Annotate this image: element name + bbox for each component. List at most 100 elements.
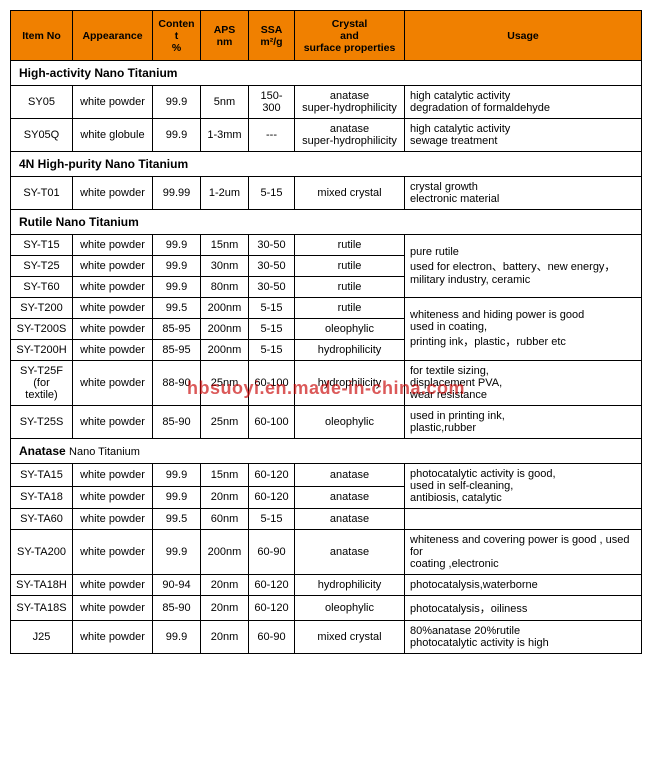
cell-aps: 15nm [201,235,249,256]
table-row: SY-TA18Swhite powder85-9020nm60-120oleop… [11,596,642,621]
cell-ssa: 5-15 [249,319,295,340]
cell-ssa: 60-120 [249,596,295,621]
cell-aps: 200nm [201,319,249,340]
cell-app: white powder [73,340,153,361]
cell-usage: used in printing ink,plastic,rubber [405,406,642,439]
header-content: Content% [153,11,201,61]
cell-aps: 20nm [201,596,249,621]
cell-cont: 85-90 [153,406,201,439]
cell-crys: rutile [295,235,405,256]
cell-cont: 99.9 [153,235,201,256]
cell-item: SY-T25 [11,256,73,277]
cell-crys: anatase [295,530,405,575]
table-row: SY-T25Swhite powder85-9025nm60-100oleoph… [11,406,642,439]
cell-cont: 85-95 [153,340,201,361]
cell-aps: 200nm [201,340,249,361]
cell-cont: 99.9 [153,621,201,654]
cell-ssa: 150-300 [249,86,295,119]
table-row: SY-TA15white powder99.915nm60-120anatase… [11,464,642,487]
table-row: SY-TA200white powder99.9200nm60-90anatas… [11,530,642,575]
cell-usage: high catalytic activitydegradation of fo… [405,86,642,119]
cell-usage: photocatalysis,waterborne [405,575,642,596]
cell-ssa: 60-120 [249,575,295,596]
cell-ssa: 60-90 [249,530,295,575]
cell-crys: anatasesuper-hydrophilicity [295,86,405,119]
cell-app: white powder [73,406,153,439]
cell-ssa: 60-120 [249,464,295,487]
section-header: Anatase Nano Titanium [11,439,642,464]
table-row: SY-T01white powder99.991-2um5-15mixed cr… [11,177,642,210]
cell-cont: 88-90 [153,361,201,406]
cell-ssa: 60-120 [249,486,295,509]
cell-item: SY05 [11,86,73,119]
table-row: SY-T200white powder99.5200nm5-15rutilewh… [11,298,642,319]
header-ssa: SSAm²/g [249,11,295,61]
cell-item: J25 [11,621,73,654]
cell-item: SY-TA200 [11,530,73,575]
cell-aps: 1-2um [201,177,249,210]
cell-item: SY-T01 [11,177,73,210]
cell-usage: photocatalytic activity is good,used in … [405,464,642,509]
cell-crys: rutile [295,277,405,298]
cell-cont: 85-90 [153,596,201,621]
cell-usage: whiteness and hiding power is goodused i… [405,298,642,361]
cell-usage: high catalytic activitysewage treatment [405,119,642,152]
cell-cont: 99.9 [153,256,201,277]
cell-cont: 99.5 [153,509,201,530]
cell-app: white powder [73,530,153,575]
cell-app: white powder [73,235,153,256]
cell-ssa: 60-100 [249,406,295,439]
table-row: SY-T25F(for textile)white powder88-9025n… [11,361,642,406]
cell-item: SY-TA18H [11,575,73,596]
cell-item: SY-TA18S [11,596,73,621]
header-itemno: Item No [11,11,73,61]
cell-ssa: 5-15 [249,177,295,210]
cell-cont: 99.9 [153,486,201,509]
cell-aps: 60nm [201,509,249,530]
cell-app: white powder [73,277,153,298]
cell-crys: hydrophilicity [295,340,405,361]
cell-aps: 200nm [201,298,249,319]
cell-aps: 25nm [201,361,249,406]
table-row: J25white powder99.920nm60-90mixed crysta… [11,621,642,654]
cell-app: white powder [73,464,153,487]
cell-app: white powder [73,509,153,530]
cell-ssa: 5-15 [249,298,295,319]
cell-crys: mixed crystal [295,177,405,210]
cell-aps: 80nm [201,277,249,298]
cell-item: SY05Q [11,119,73,152]
cell-crys: oleophylic [295,596,405,621]
cell-cont: 99.9 [153,119,201,152]
cell-cont: 99.99 [153,177,201,210]
cell-app: white powder [73,298,153,319]
section-header: Rutile Nano Titanium [11,210,642,235]
cell-cont: 90-94 [153,575,201,596]
cell-item: SY-TA60 [11,509,73,530]
table-row: SY05Qwhite globule99.91-3mm---anatasesup… [11,119,642,152]
header-crystal: Crystalandsurface properties [295,11,405,61]
cell-ssa: 30-50 [249,235,295,256]
cell-aps: 20nm [201,575,249,596]
cell-app: white powder [73,486,153,509]
table-row: SY-T15white powder99.915nm30-50rutilepur… [11,235,642,256]
cell-aps: 5nm [201,86,249,119]
cell-app: white powder [73,621,153,654]
table-body: High-activity Nano TitaniumSY05white pow… [11,61,642,654]
cell-aps: 20nm [201,621,249,654]
cell-aps: 15nm [201,464,249,487]
cell-app: white powder [73,575,153,596]
cell-app: white powder [73,319,153,340]
cell-usage: photocatalysis，oiliness [405,596,642,621]
section-header: High-activity Nano Titanium [11,61,642,86]
cell-app: white powder [73,596,153,621]
cell-app: white powder [73,86,153,119]
header-usage: Usage [405,11,642,61]
cell-item: SY-TA15 [11,464,73,487]
cell-cont: 99.9 [153,86,201,119]
cell-usage: 80%anatase 20%rutilephotocatalytic activ… [405,621,642,654]
table-header: Item No Appearance Content% APSnm SSAm²/… [11,11,642,61]
cell-crys: rutile [295,298,405,319]
cell-item: SY-T200S [11,319,73,340]
cell-ssa: 60-100 [249,361,295,406]
cell-aps: 30nm [201,256,249,277]
